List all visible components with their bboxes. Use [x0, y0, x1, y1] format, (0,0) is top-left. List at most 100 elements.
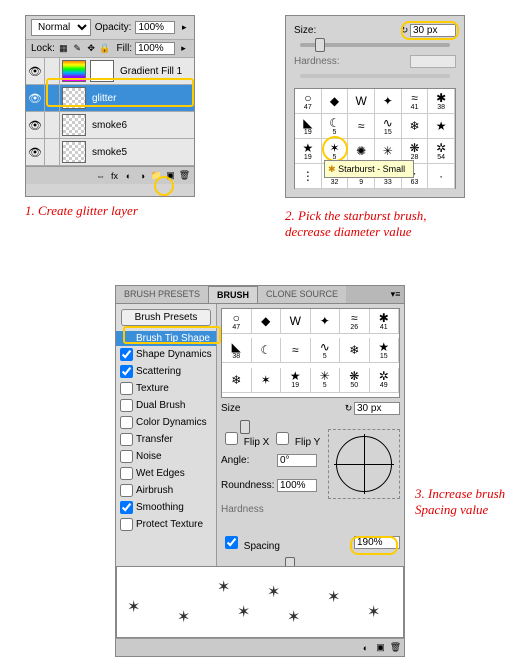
brush-cell[interactable]: ≈	[281, 338, 311, 363]
brush-cell[interactable]: ○47	[295, 89, 322, 114]
adjust-icon[interactable]: ◑	[137, 170, 148, 181]
menu-icon[interactable]: ▾≡	[390, 289, 401, 300]
lock-all-icon[interactable]: 🔒	[100, 43, 111, 54]
brush-cell[interactable]: ★19	[281, 368, 311, 393]
hardness-label: Hardness:	[294, 56, 340, 67]
dropdown-icon[interactable]: ▸	[179, 22, 189, 33]
tab-brush[interactable]: BRUSH	[208, 286, 258, 303]
hardness-input	[410, 55, 456, 68]
visibility-icon[interactable]: 👁	[26, 85, 45, 111]
new-preset-icon[interactable]: ▣	[375, 642, 386, 653]
brush-cell[interactable]: ✳5	[311, 368, 341, 393]
brush-cell[interactable]: ◣38	[222, 338, 252, 363]
spacing-check[interactable]: Spacing	[221, 533, 280, 552]
lock-trans-icon[interactable]: ▦	[58, 43, 69, 54]
brush-option[interactable]: Shape Dynamics	[116, 346, 216, 363]
brush-option[interactable]: Color Dynamics	[116, 414, 216, 431]
brush-option[interactable]: Dual Brush	[116, 397, 216, 414]
toggle-icon[interactable]: ◐	[360, 642, 371, 653]
link-icon[interactable]: ⇔	[95, 170, 106, 181]
brush-cell[interactable]: ❄	[402, 114, 429, 139]
brush-cell[interactable]: W	[348, 89, 375, 114]
brush-cell[interactable]: ❄	[222, 368, 252, 393]
flipy-check[interactable]: Flip Y	[272, 437, 320, 448]
dropdown-icon[interactable]: ▸	[178, 43, 189, 54]
layer-thumb	[62, 60, 86, 82]
brush-cell[interactable]: ★19	[295, 139, 322, 164]
size-input[interactable]	[410, 24, 456, 37]
tab-clone[interactable]: CLONE SOURCE	[258, 286, 346, 303]
brush-cell[interactable]: ☾	[252, 338, 282, 363]
roundness-input[interactable]	[277, 479, 317, 492]
brush-cell[interactable]: ◣19	[295, 114, 322, 139]
brush-option[interactable]: Brush Tip Shape	[116, 331, 216, 346]
visibility-icon[interactable]: 👁	[26, 112, 45, 138]
brush-cell[interactable]: ◆	[252, 309, 282, 334]
angle-control[interactable]	[328, 429, 400, 499]
brush-option[interactable]: Texture	[116, 380, 216, 397]
fill-label: Fill:	[117, 43, 133, 54]
brush-cell[interactable]: ∿5	[311, 338, 341, 363]
layer-row[interactable]: 👁smoke6	[26, 112, 194, 139]
brush-presets-button[interactable]: Brush Presets	[121, 309, 211, 326]
brush-cell[interactable]: ≈41	[402, 89, 429, 114]
visibility-icon[interactable]: 👁	[26, 139, 45, 165]
layer-row[interactable]: 👁smoke5	[26, 139, 194, 166]
brush-cell[interactable]: ○47	[222, 309, 252, 334]
angle-label: Angle:	[221, 455, 277, 466]
size-input-2[interactable]	[354, 402, 400, 415]
size-label: Size:	[294, 25, 316, 36]
brush-option[interactable]: Noise	[116, 448, 216, 465]
brush-cell[interactable]: ≈	[348, 114, 375, 139]
mask-icon[interactable]: ◐	[123, 170, 134, 181]
spacing-input[interactable]	[354, 536, 400, 549]
brush-cell[interactable]: ★15	[370, 338, 400, 363]
brush-cell[interactable]: ✦	[311, 309, 341, 334]
brush-cell[interactable]: ✶	[252, 368, 282, 393]
size-slider[interactable]	[300, 43, 450, 47]
angle-input[interactable]	[277, 454, 317, 467]
layer-thumb	[62, 87, 86, 109]
brush-cell[interactable]: ✱41	[370, 309, 400, 334]
new-icon[interactable]: ▣	[165, 170, 176, 181]
brush-cell[interactable]: ★	[428, 114, 455, 139]
tab-presets[interactable]: BRUSH PRESETS	[116, 286, 208, 303]
brush-cell[interactable]: ✲49	[370, 368, 400, 393]
layer-row[interactable]: 👁glitter	[26, 85, 194, 112]
brush-option[interactable]: Wet Edges	[116, 465, 216, 482]
fx-icon[interactable]: fx	[109, 170, 120, 181]
brush-cell[interactable]: ✱38	[428, 89, 455, 114]
brush-option[interactable]: Transfer	[116, 431, 216, 448]
layer-mask	[90, 60, 114, 82]
visibility-icon[interactable]: 👁	[26, 58, 45, 84]
brush-option[interactable]: Protect Texture	[116, 516, 216, 533]
brush-cell[interactable]: ☾5	[322, 114, 349, 139]
options-sidebar: Brush Presets Brush Tip ShapeShape Dynam…	[116, 304, 217, 566]
brush-cell[interactable]: ❄	[340, 338, 370, 363]
brush-settings-panel: BRUSH PRESETS BRUSH CLONE SOURCE ▾≡ Brus…	[115, 285, 405, 657]
brush-cell[interactable]: ∿15	[375, 114, 402, 139]
blend-mode-select[interactable]: Normal	[31, 19, 91, 36]
flipx-check[interactable]: Flip X	[221, 437, 269, 448]
brush-option[interactable]: Scattering	[116, 363, 216, 380]
trash-icon[interactable]: 🗑	[179, 170, 190, 181]
brush-cell[interactable]: ❋50	[340, 368, 370, 393]
fill-input[interactable]	[135, 42, 175, 55]
lock-move-icon[interactable]: ✥	[86, 43, 97, 54]
brush-cell[interactable]: ✦	[375, 89, 402, 114]
brush-cell[interactable]: ⋮	[295, 164, 322, 189]
folder-icon[interactable]: 📁	[151, 170, 162, 181]
layer-row[interactable]: 👁Gradient Fill 1	[26, 58, 194, 85]
brush-cell[interactable]: ·	[428, 164, 455, 189]
reset-icon[interactable]: ↻	[343, 403, 354, 414]
trash-icon[interactable]: 🗑	[390, 642, 401, 653]
brush-cell[interactable]: ◆	[322, 89, 349, 114]
brush-cell[interactable]: W	[281, 309, 311, 334]
brush-cell[interactable]: ≈26	[340, 309, 370, 334]
brush-option[interactable]: Airbrush	[116, 482, 216, 499]
reset-icon[interactable]: ↻	[399, 25, 410, 36]
brush-option[interactable]: Smoothing	[116, 499, 216, 516]
lock-brush-icon[interactable]: ✎	[72, 43, 83, 54]
opacity-input[interactable]	[135, 21, 175, 34]
brush-cell[interactable]: ✲54	[428, 139, 455, 164]
